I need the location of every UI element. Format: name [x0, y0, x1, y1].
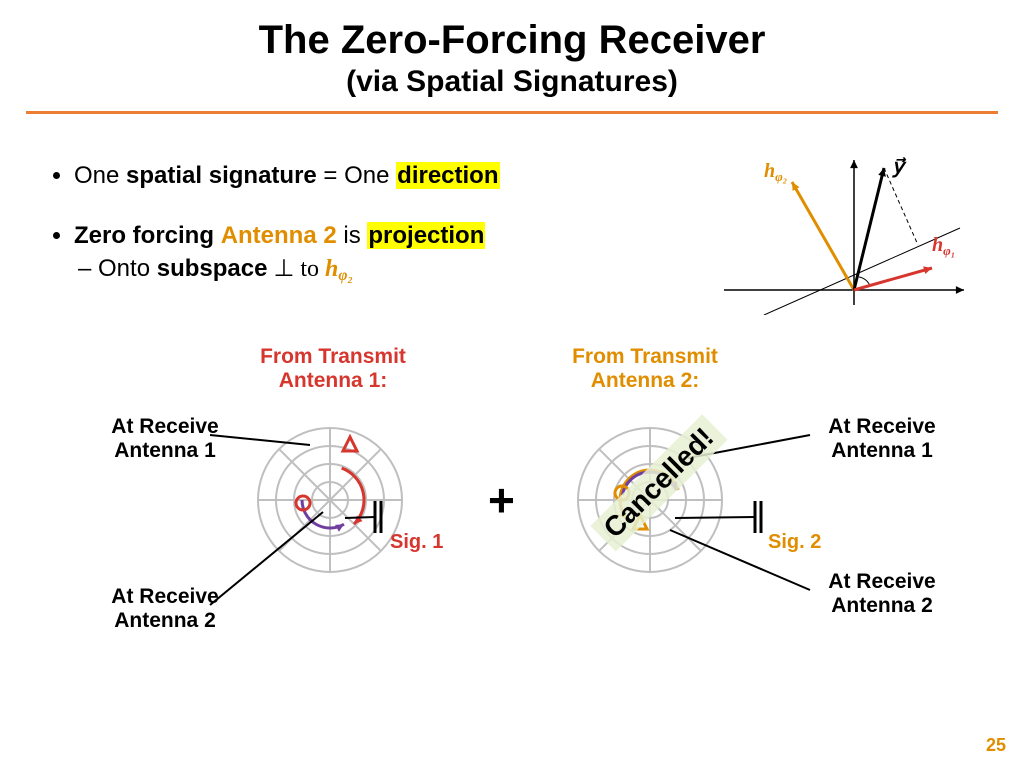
title-block: The Zero-Forcing Receiver (via Spatial S…	[0, 0, 1024, 99]
left-diagram-title: From TransmitAntenna 1:	[243, 345, 423, 392]
bullet-list: One spatial signature = One direction Ze…	[50, 160, 500, 313]
slide-title: The Zero-Forcing Receiver	[0, 18, 1024, 63]
right-diagram-title: From TransmitAntenna 2:	[535, 345, 755, 392]
constellation-diagrams: From TransmitAntenna 1: From TransmitAnt…	[40, 345, 980, 685]
bullet-2: Zero forcing Antenna 2 is projection Ont…	[74, 220, 500, 285]
sig2-label: Sig. 2	[768, 531, 821, 554]
plus-symbol: +	[488, 473, 515, 527]
vector-space-diagram: hφ₂y⃗hφ₁	[664, 150, 974, 315]
sig1-label: Sig. 1	[390, 531, 443, 554]
slide-subtitle: (via Spatial Signatures)	[0, 65, 1024, 99]
left-rx1-label: At ReceiveAntenna 1	[95, 415, 235, 462]
left-rx2-label: At ReceiveAntenna 2	[95, 585, 235, 632]
right-rx2-label: At ReceiveAntenna 2	[812, 570, 952, 617]
page-number: 25	[986, 735, 1006, 756]
right-rx1-label: At ReceiveAntenna 1	[812, 415, 952, 462]
bullet-2-sub: Onto subspace ⊥ to hφ₂	[98, 253, 500, 285]
title-divider	[26, 111, 998, 114]
bullet-1: One spatial signature = One direction	[74, 160, 500, 192]
